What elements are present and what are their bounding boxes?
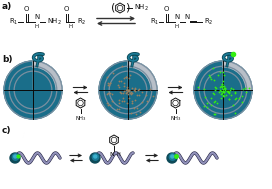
Text: R$_2$: R$_2$	[204, 17, 214, 27]
Text: H: H	[35, 24, 39, 29]
Text: H: H	[175, 24, 179, 29]
Text: R$_1$: R$_1$	[9, 17, 19, 27]
Text: R$_1$: R$_1$	[150, 17, 160, 27]
Text: a): a)	[2, 2, 12, 11]
Wedge shape	[33, 61, 62, 90]
Circle shape	[167, 153, 177, 163]
Text: (: (	[111, 2, 115, 12]
Text: N: N	[174, 14, 180, 20]
Circle shape	[92, 154, 99, 160]
Circle shape	[90, 153, 100, 163]
Text: H: H	[116, 153, 120, 157]
Circle shape	[194, 61, 252, 119]
Text: c): c)	[2, 126, 11, 135]
Text: H: H	[69, 24, 73, 29]
Text: NH$_3$: NH$_3$	[75, 114, 86, 123]
Text: N: N	[34, 14, 40, 20]
Wedge shape	[128, 61, 157, 90]
Wedge shape	[223, 61, 252, 90]
Text: O: O	[63, 6, 69, 12]
Wedge shape	[223, 68, 245, 90]
Text: N: N	[110, 152, 114, 157]
Circle shape	[4, 61, 62, 119]
Wedge shape	[33, 68, 55, 90]
Text: NH$_2$: NH$_2$	[47, 17, 62, 27]
Circle shape	[99, 61, 157, 119]
Circle shape	[171, 155, 174, 158]
Text: N: N	[184, 14, 190, 20]
Circle shape	[94, 155, 97, 158]
Text: b): b)	[2, 55, 13, 64]
Circle shape	[14, 155, 17, 158]
Text: ): )	[125, 2, 129, 12]
Text: NH$_2$: NH$_2$	[134, 3, 149, 13]
Text: O: O	[24, 6, 29, 12]
Text: NH$_3$: NH$_3$	[169, 114, 181, 123]
Text: R$_2$: R$_2$	[77, 17, 86, 27]
Circle shape	[169, 154, 176, 160]
Wedge shape	[128, 68, 150, 90]
Circle shape	[12, 154, 19, 160]
Circle shape	[10, 153, 20, 163]
Text: O: O	[164, 6, 169, 12]
